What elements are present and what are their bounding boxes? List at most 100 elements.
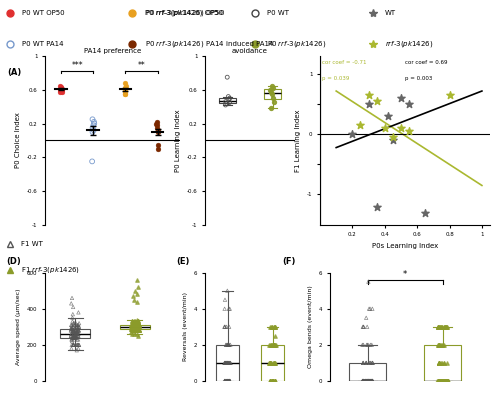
Point [121, 85, 129, 91]
Point [221, 378, 229, 384]
Point [270, 342, 278, 348]
Point [130, 324, 138, 330]
Point [442, 378, 450, 384]
Point [68, 326, 76, 332]
Point [220, 378, 228, 384]
Point [442, 378, 450, 384]
Point [226, 306, 234, 312]
PathPatch shape [349, 363, 386, 381]
Point [366, 378, 374, 384]
X-axis label: P0s Learning Index: P0s Learning Index [372, 243, 438, 249]
Point [443, 378, 451, 384]
Text: (B): (B) [162, 68, 176, 77]
Point [73, 334, 81, 341]
Point [359, 378, 367, 384]
Point [366, 378, 374, 384]
Point [220, 324, 228, 330]
Point [441, 378, 449, 384]
Point [68, 314, 76, 321]
Point [365, 378, 373, 384]
Point [224, 378, 232, 384]
Point [74, 322, 82, 328]
Point [72, 331, 80, 337]
Point [364, 378, 372, 384]
Point [365, 306, 373, 312]
Point [70, 342, 78, 348]
Point [442, 324, 450, 330]
Point [434, 378, 442, 384]
Point [222, 360, 230, 366]
Point [68, 324, 76, 330]
Point [134, 318, 142, 325]
Point [270, 360, 278, 366]
Point [440, 378, 448, 384]
Point [88, 116, 96, 123]
Point [440, 342, 448, 348]
Point [270, 378, 278, 384]
Point [134, 333, 142, 339]
Point [226, 378, 234, 384]
Point [129, 327, 137, 334]
Point [74, 327, 82, 334]
Point [128, 326, 136, 332]
Point [132, 327, 140, 334]
Point [268, 324, 276, 330]
Point [73, 336, 81, 342]
Text: P0 $\it{rrf}$-$\it{3(pk1426)}$ PA14: P0 $\it{rrf}$-$\it{3(pk1426)}$ PA14 [144, 39, 224, 49]
Point [68, 342, 76, 348]
Point [71, 331, 79, 337]
Text: F1 $\it{rrf}$-$\it{3(pk1426)}$: F1 $\it{rrf}$-$\it{3(pk1426)}$ [21, 265, 80, 275]
Point [368, 378, 376, 384]
Point [224, 342, 232, 348]
Point [440, 378, 448, 384]
Point [224, 342, 232, 348]
Point [68, 334, 76, 341]
Point [224, 288, 232, 294]
Point [439, 378, 447, 384]
Point [268, 360, 276, 366]
Point [436, 324, 444, 330]
Point [72, 331, 80, 337]
Point [442, 378, 450, 384]
Point [225, 342, 233, 348]
Point [133, 326, 141, 332]
Point [154, 146, 162, 152]
Point [440, 378, 448, 384]
Point [268, 83, 276, 89]
Point [70, 334, 78, 341]
Point [74, 345, 82, 352]
Point [438, 378, 446, 384]
Point [222, 378, 230, 384]
Point [222, 360, 230, 366]
Point [122, 83, 130, 89]
Point [358, 378, 366, 384]
Point [268, 378, 276, 384]
Point [270, 378, 278, 384]
Point [222, 378, 230, 384]
Text: (C): (C) [264, 68, 278, 77]
Point [366, 378, 374, 384]
Point [70, 334, 78, 341]
Point [75, 324, 83, 330]
Point [129, 324, 137, 330]
Point [133, 326, 141, 332]
Point [69, 327, 77, 334]
Text: cor coef = 0.69: cor coef = 0.69 [405, 59, 448, 65]
Point [222, 378, 230, 384]
Point [435, 324, 443, 330]
Point [224, 360, 232, 366]
Point [130, 324, 138, 330]
Point [226, 378, 234, 384]
Point [130, 327, 138, 334]
Point [75, 342, 83, 348]
Point [72, 331, 80, 337]
Point [75, 324, 83, 330]
Point [436, 378, 444, 384]
Point [266, 378, 274, 384]
Point [435, 360, 443, 366]
Point [134, 320, 142, 326]
Point [365, 378, 373, 384]
Point [128, 324, 136, 330]
Point [74, 333, 82, 339]
Point [130, 322, 138, 328]
